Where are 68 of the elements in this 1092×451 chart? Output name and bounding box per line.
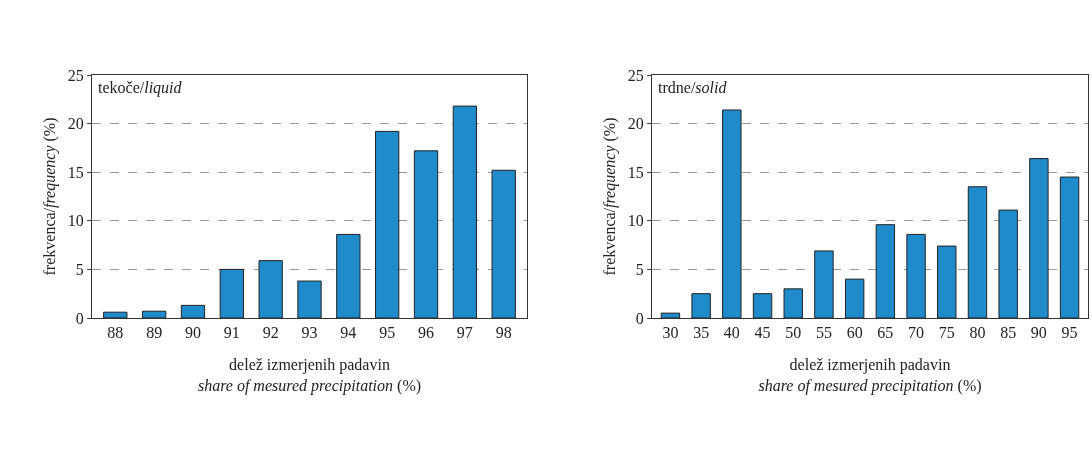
y-tick-label: 20 xyxy=(67,115,84,133)
x-tick-label: 90 xyxy=(1030,324,1047,342)
y-tick-label: 25 xyxy=(67,66,84,84)
x-tick-label: 80 xyxy=(969,324,986,342)
y-tick-label: 10 xyxy=(627,212,644,230)
x-tick-label: 94 xyxy=(340,324,357,342)
x-tick-label: 40 xyxy=(723,324,740,342)
bar xyxy=(844,278,865,318)
y-tick-label: 20 xyxy=(627,115,644,133)
x-tick-label: 70 xyxy=(908,324,925,342)
x-tick-label: 50 xyxy=(785,324,802,342)
x-axis-title: delež izmerjenih padavin share of mesured precipitation (%) xyxy=(197,355,422,395)
x-tick-label: 96 xyxy=(418,324,435,342)
bar xyxy=(452,105,478,318)
bar xyxy=(180,304,206,318)
bar xyxy=(141,310,167,318)
bar xyxy=(103,311,128,318)
x-tick-label: 89 xyxy=(146,324,163,342)
x-tick-label: 75 xyxy=(938,324,955,342)
bar xyxy=(413,150,439,318)
y-tick-label: 5 xyxy=(635,261,644,278)
x-tick-label: 65 xyxy=(877,324,894,342)
y-tick-label: 0 xyxy=(75,309,84,327)
bar xyxy=(297,280,322,318)
bar xyxy=(491,169,516,318)
x-tick-label: 95 xyxy=(379,324,396,342)
bar xyxy=(783,288,803,318)
x-tick-label: 35 xyxy=(693,324,710,342)
y-axis-title: frekvenca/frequency (%) xyxy=(40,117,59,276)
bar xyxy=(691,293,711,318)
bar xyxy=(998,209,1018,318)
bar xyxy=(219,268,244,318)
y-tick-label: 10 xyxy=(67,212,84,230)
x-tick-label: 91 xyxy=(223,324,240,342)
bar xyxy=(814,250,834,318)
y-tick-label: 25 xyxy=(627,66,644,84)
x-axis-title: delež izmerjenih padavin share of mesured precipitation (%) xyxy=(758,355,982,395)
bar xyxy=(937,245,957,318)
y-tick-label: 15 xyxy=(627,163,644,181)
bar xyxy=(875,224,896,318)
bar xyxy=(258,260,283,318)
y-tick-label: 15 xyxy=(67,163,84,181)
bar xyxy=(752,293,773,318)
bar xyxy=(1059,176,1080,318)
bar xyxy=(906,233,926,318)
bar xyxy=(722,109,742,318)
annotation: trdne/solid xyxy=(658,79,728,96)
bar xyxy=(1029,158,1049,318)
bar xyxy=(967,186,988,318)
x-tick-label: 95 xyxy=(1061,324,1078,342)
annotation: tekoče/liquid xyxy=(98,79,183,97)
x-tick-label: 98 xyxy=(495,324,512,342)
x-tick-label: 92 xyxy=(262,324,279,342)
bar xyxy=(375,130,400,318)
x-tick-label: 97 xyxy=(456,324,473,342)
x-tick-label: 60 xyxy=(846,324,863,342)
x-tick-label: 90 xyxy=(184,324,201,342)
y-axis-title: frekvenca/frequency (%) xyxy=(600,117,619,276)
y-tick-label: 0 xyxy=(635,309,644,327)
bar xyxy=(336,233,361,318)
bar xyxy=(660,312,681,318)
x-tick-label: 93 xyxy=(301,324,318,342)
x-tick-label: 85 xyxy=(1000,324,1017,342)
x-tick-label: 88 xyxy=(107,324,124,342)
x-tick-label: 30 xyxy=(662,324,679,342)
x-tick-label: 45 xyxy=(754,324,771,342)
x-tick-label: 55 xyxy=(815,324,832,342)
y-tick-label: 5 xyxy=(75,261,84,278)
